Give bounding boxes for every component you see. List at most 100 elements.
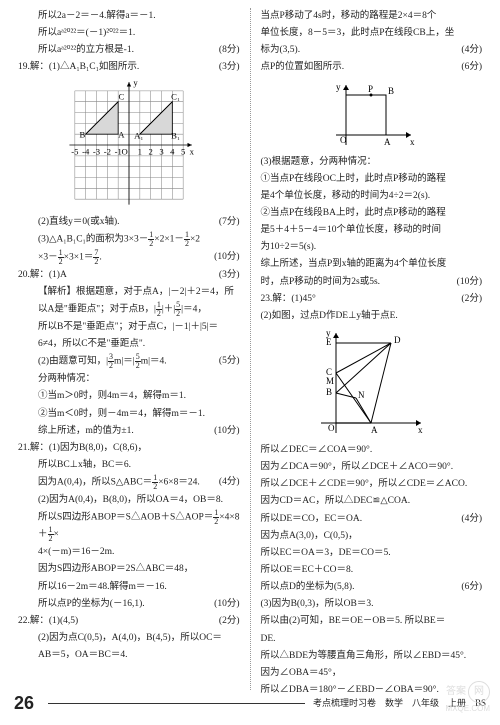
text: 20.解：(1)A <box>18 270 67 280</box>
svg-text:B: B <box>388 86 394 96</box>
svg-text:M: M <box>326 376 334 386</box>
text-line: ①当m＞0时，则4m＝4，解得m＝1. <box>18 388 240 404</box>
page-number: 26 <box>14 688 34 719</box>
text-line: 所以BC⊥x轴，BC＝6. <box>18 457 240 473</box>
text-line: 以A是"垂距点"；对于点B，|12|＋|52|＝4， <box>18 301 240 318</box>
text-line: (3)因为B(0,3)，所以OB＝3. <box>261 596 483 612</box>
svg-text:y: y <box>326 328 331 338</box>
watermark-icon: 网 <box>468 681 490 703</box>
text-line: 所以DE＝CO，EC＝OA.(4分) <box>261 511 483 527</box>
text: |＋| <box>162 305 175 315</box>
text: m|＝4. <box>141 357 167 367</box>
text-line: AB＝5，OA＝BC＝4. <box>18 647 240 663</box>
text-line: (3)△A₁B₁C₁的面积为3×3－12×2×1－12×2 <box>18 231 240 248</box>
svg-text:-4: -4 <box>82 146 90 156</box>
text: 22.解：(1)(4,5) <box>18 616 78 626</box>
score: (3分) <box>219 267 240 283</box>
score: (6分) <box>461 579 482 595</box>
text-line: 所以∠DEC＝∠COA＝90°. <box>261 442 483 458</box>
text: (2)直线y＝0(或x轴). <box>38 217 120 227</box>
text-line: 所以EC＝OA＝3，DE＝CO＝5. <box>261 545 483 561</box>
text-line: 所以∠DCE＋∠CDE＝90°，所以∠CDE＝∠ACO. <box>261 476 483 492</box>
score: (8分) <box>219 42 240 58</box>
watermark-url: MXQE.COM <box>446 704 490 713</box>
page-footer: 26 考点梳理时习卷 数学 八年级 上册 BS <box>0 688 500 719</box>
score: (2分) <box>461 291 482 307</box>
text-line: 点P的位置如图所示.(6分) <box>261 59 483 75</box>
text-line: 所以B不是"垂距点"；对于点C，|－1|＋|5|＝ <box>18 319 240 335</box>
text-line: 所以16－2m＝48.解得m＝－16. <box>18 579 240 595</box>
svg-text:O: O <box>340 135 347 145</box>
svg-text:y: y <box>336 82 341 92</box>
text: m|＝| <box>114 357 135 367</box>
text-line: 所以S四边形ABOP＝S△AOB＋S△AOP＝12×4×8＋12× <box>18 509 240 543</box>
svg-text:A: A <box>118 129 125 139</box>
text-line: 当点P移动了4s时，移动的路程是2×4＝8个 <box>261 8 483 24</box>
text-line: 【解析】根据题意，对于点A，|－2|＋2＝4，所 <box>18 284 240 300</box>
text: 所以aᵃ²⁰²²的立方根是-1. <box>38 45 134 55</box>
score: (2分) <box>219 613 240 629</box>
text: 23.解：(1)45° <box>261 294 316 304</box>
svg-text:P: P <box>368 84 373 94</box>
score: (10分) <box>214 249 239 265</box>
text-line: (3)根据题意，分两种情况： <box>261 154 483 170</box>
score: (10分) <box>457 274 482 290</box>
score: (4分) <box>219 474 240 490</box>
text-line: 所以△BDE为等腰直角三角形，所以∠EBD＝45°. <box>261 648 483 664</box>
text-line: DE. <box>261 631 483 647</box>
svg-text:C: C <box>118 91 124 101</box>
text: ×2 <box>190 234 200 244</box>
text-line: (2)如图，过点D作DE⊥y轴于点E. <box>261 308 483 324</box>
text-line: 为10÷2＝5(s). <box>261 239 483 255</box>
score: (4分) <box>461 42 482 58</box>
svg-text:-5: -5 <box>71 146 78 156</box>
watermark: 答案网 MXQE.COM <box>446 681 490 715</box>
text-line: 4×(－m)＝16－2m. <box>18 544 240 560</box>
text: 所以DE＝CO，EC＝OA. <box>261 514 363 524</box>
text-line: (2)直线y＝0(或x轴).(7分) <box>18 214 240 230</box>
svg-text:B₁: B₁ <box>171 130 180 140</box>
score: (6分) <box>461 59 482 75</box>
text-line: 所以由(2)可知，BE＝OE－OB＝5. 所以BE＝ <box>261 613 483 629</box>
text: 因为A(0,4)，所以S△ABC＝ <box>38 478 152 488</box>
svg-text:O: O <box>121 146 127 156</box>
text-line: 6≠4，所以C不是"垂距点". <box>18 336 240 352</box>
svg-text:5: 5 <box>181 146 185 156</box>
text: ×3×1＝ <box>64 252 94 262</box>
svg-text:E: E <box>326 337 332 347</box>
svg-text:x: x <box>189 146 194 156</box>
svg-text:4: 4 <box>170 146 175 156</box>
text: × <box>54 530 59 540</box>
text-line: 所以点D的坐标为(5,8).(6分) <box>261 579 483 595</box>
text: 19.解：(1)△A₁B₁C₁如图所示. <box>18 62 139 72</box>
svg-text:y: y <box>133 80 138 87</box>
text: |＝4， <box>181 305 207 315</box>
text-line: 因为点A(3,0)，C(0,5)， <box>261 528 483 544</box>
watermark-text: 答案 <box>446 686 466 697</box>
score: (3分) <box>219 59 240 75</box>
svg-text:-1: -1 <box>114 146 121 156</box>
text-line: (2)因为A(0,4)，B(8,0)，所以OA＝4，OB＝8. <box>18 492 240 508</box>
text: . <box>99 252 101 262</box>
text-line: 综上所述，m的值为±1.(10分) <box>18 423 240 439</box>
text-line: (2)由题意可知，|32m|＝|52m|＝4.(5分) <box>18 353 240 370</box>
svg-text:B: B <box>326 387 332 397</box>
right-column: 当点P移动了4s时，移动的路程是2×4＝8个 单位长度，8－5＝3，此时点P在线… <box>251 8 487 690</box>
svg-text:2: 2 <box>148 146 152 156</box>
page-columns: 所以2a－2＝－4.解得a＝－1. 所以aᵃ²⁰²²＝(－1)²⁰²²＝1. 所… <box>0 0 500 690</box>
text-line: 所以2a－2＝－4.解得a＝－1. <box>18 8 240 24</box>
score: (10分) <box>214 423 239 439</box>
svg-text:x: x <box>418 425 423 435</box>
text: 所以S四边形ABOP＝S△AOB＋S△AOP＝ <box>38 513 213 523</box>
text-line: 所以OE＝EC＋CO＝8. <box>261 562 483 578</box>
svg-text:C₁: C₁ <box>171 91 180 101</box>
text: (3)△A₁B₁C₁的面积为3×3－ <box>38 234 148 244</box>
text-line: 是4个单位长度，移动的时间为4÷2＝2(s). <box>261 188 483 204</box>
svg-text:B: B <box>79 129 85 139</box>
svg-text:-2: -2 <box>103 146 110 156</box>
svg-text:3: 3 <box>159 146 163 156</box>
text-line: ②当点P在线段BA上时，此时点P移动的路程 <box>261 205 483 221</box>
text-line: 单位长度，8－5＝3，此时点P在线段CB上，坐 <box>261 25 483 41</box>
text: ×6×8＝24. <box>158 478 200 488</box>
grid-figure: BAC A₁B₁C₁ xyO -5-4-3-2-1 12345 <box>59 80 199 210</box>
